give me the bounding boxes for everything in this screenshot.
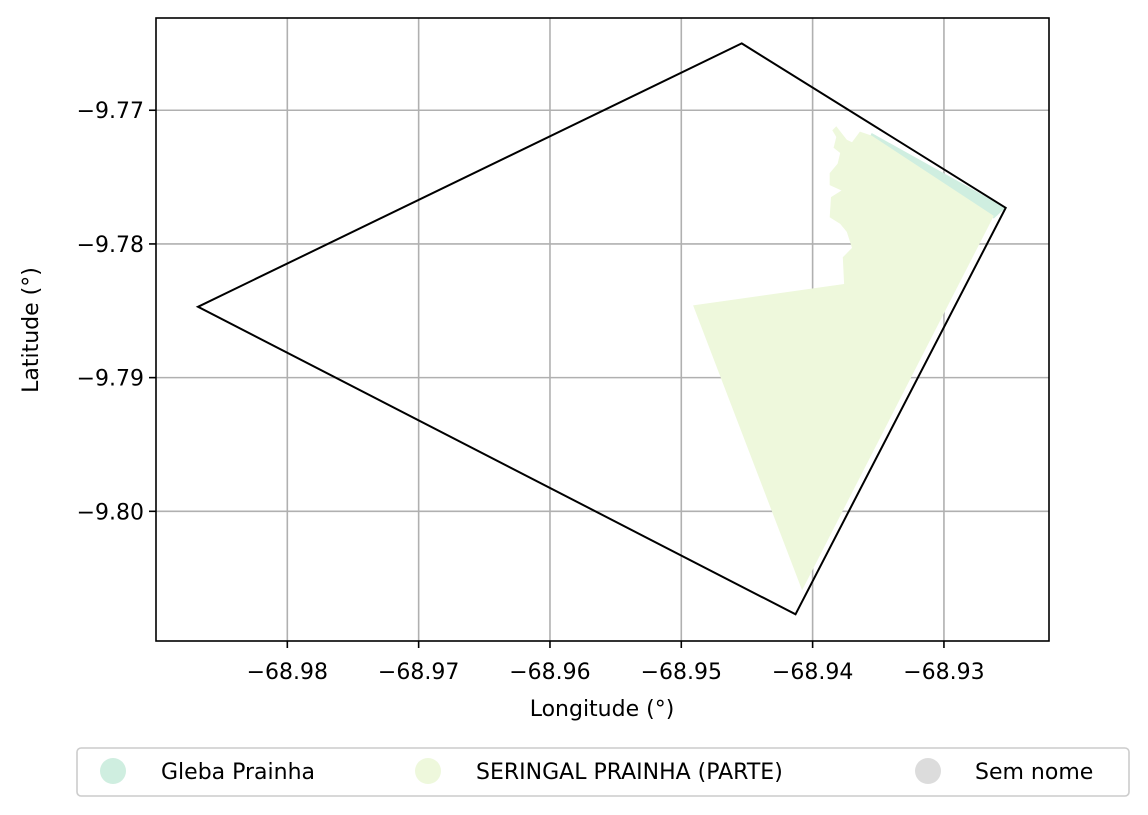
y-axis-label: Latitude (°) — [19, 267, 44, 393]
x-tick-label: −68.95 — [641, 660, 722, 685]
legend: Gleba Prainha SERINGAL PRAINHA (PARTE) S… — [76, 747, 1130, 797]
legend-label-sem-nome: Sem nome — [975, 760, 1093, 785]
x-axis-label: Longitude (°) — [530, 697, 675, 722]
y-tick-label: −9.78 — [77, 233, 144, 258]
y-tick-label: −9.79 — [77, 367, 144, 392]
legend-frame — [76, 747, 1130, 797]
region-seringal-prainha-parte — [693, 126, 994, 591]
region-sem-nome — [195, 42, 1008, 616]
x-tick-label: −68.97 — [378, 660, 459, 685]
legend-marker-seringal-prainha — [415, 758, 441, 784]
x-tick-label: −68.93 — [903, 660, 984, 685]
region-gleba-prainha — [870, 133, 1006, 219]
x-tick-label: −68.96 — [509, 660, 590, 685]
plot-frame — [155, 17, 1050, 642]
legend-label-gleba-prainha: Gleba Prainha — [161, 760, 315, 785]
legend-marker-gleba-prainha — [100, 758, 126, 784]
y-tick-label: −9.77 — [77, 99, 144, 124]
y-axis-ticks: −9.77 −9.78 −9.79 −9.80 — [77, 99, 156, 525]
legend-marker-sem-nome — [915, 758, 941, 784]
x-tick-label: −68.98 — [247, 660, 328, 685]
legend-label-seringal-prainha: SERINGAL PRAINHA (PARTE) — [476, 760, 783, 785]
x-axis-ticks: −68.98 −68.97 −68.96 −68.95 −68.94 −68.93 — [247, 641, 985, 685]
map-regions — [195, 42, 1008, 616]
y-tick-label: −9.80 — [77, 500, 144, 525]
x-tick-label: −68.94 — [772, 660, 853, 685]
